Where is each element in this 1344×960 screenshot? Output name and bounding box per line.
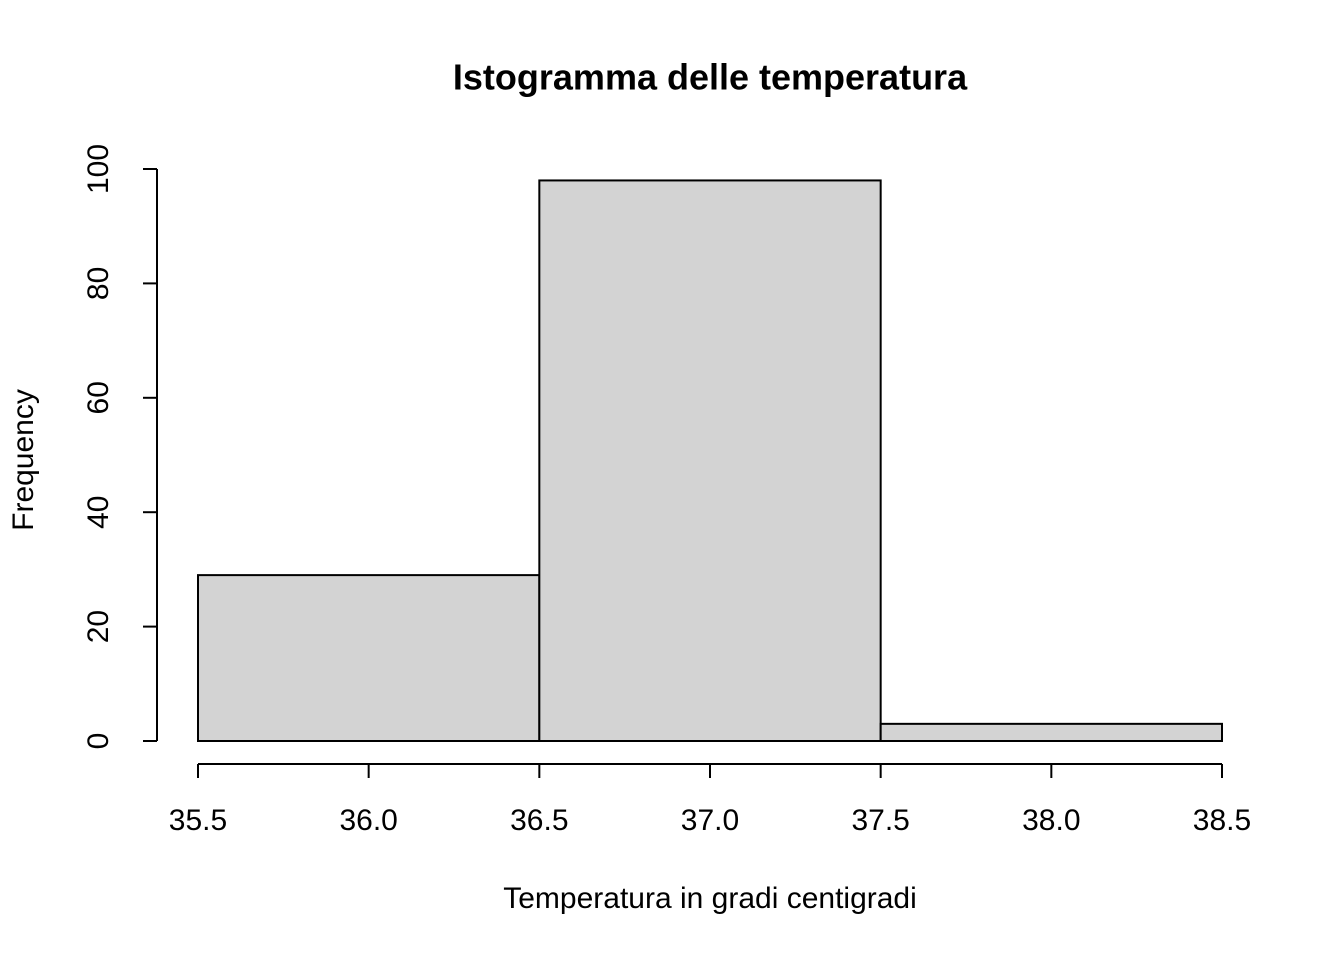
bar bbox=[197, 574, 541, 742]
y-tick-label: 20 bbox=[82, 610, 115, 643]
y-tick-label: 60 bbox=[82, 381, 115, 414]
x-tick-label: 37.0 bbox=[681, 804, 739, 837]
x-tick-label: 38.5 bbox=[1193, 804, 1251, 837]
x-tick-label: 35.5 bbox=[169, 804, 227, 837]
x-tick-label: 36.0 bbox=[339, 804, 397, 837]
x-tick-label: 37.5 bbox=[851, 804, 909, 837]
x-tick-label: 38.0 bbox=[1022, 804, 1080, 837]
chart-title: Istogramma delle temperatura bbox=[453, 57, 968, 98]
bar bbox=[879, 722, 1224, 743]
x-axis-label: Temperatura in gradi centigradi bbox=[503, 882, 917, 915]
x-tick-label: 36.5 bbox=[510, 804, 568, 837]
bar bbox=[538, 179, 882, 742]
y-tick-label: 80 bbox=[82, 267, 115, 300]
y-tick-label: 40 bbox=[82, 496, 115, 529]
y-axis-label: Frequency bbox=[7, 389, 40, 531]
y-tick-label: 100 bbox=[82, 144, 115, 194]
y-tick-label: 0 bbox=[82, 733, 115, 750]
